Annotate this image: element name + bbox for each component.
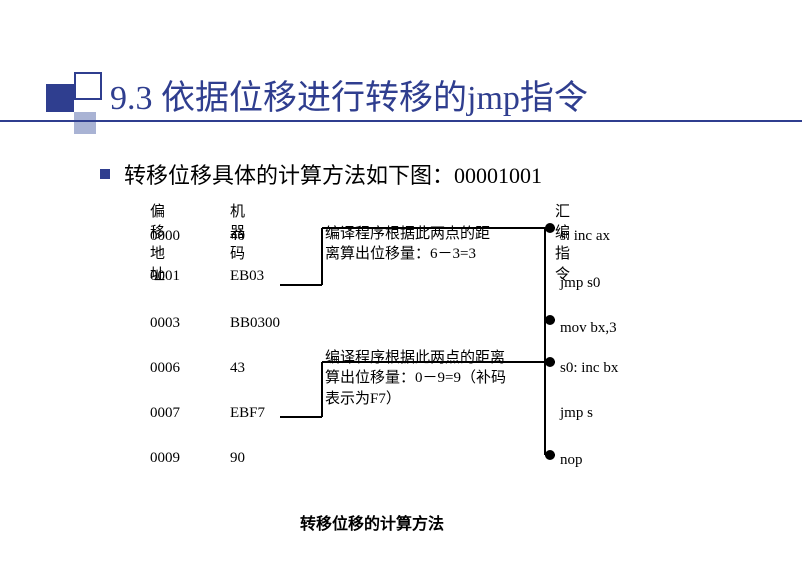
deco-square-light xyxy=(74,112,96,134)
flow-diagram xyxy=(150,195,700,485)
deco-square-outline xyxy=(74,72,102,100)
page-title: 9.3 依据位移进行转移的jmp指令 xyxy=(110,70,588,119)
deco-square-solid xyxy=(46,84,74,112)
bullet-icon xyxy=(100,169,110,179)
bullet-text: 转移位移具体的计算方法如下图：00001001 xyxy=(124,158,542,190)
corner-decoration xyxy=(46,46,116,146)
bullet-line: 转移位移具体的计算方法如下图：00001001 xyxy=(100,158,542,190)
title-underline xyxy=(0,120,802,122)
figure-caption: 转移位移的计算方法 xyxy=(300,510,444,534)
